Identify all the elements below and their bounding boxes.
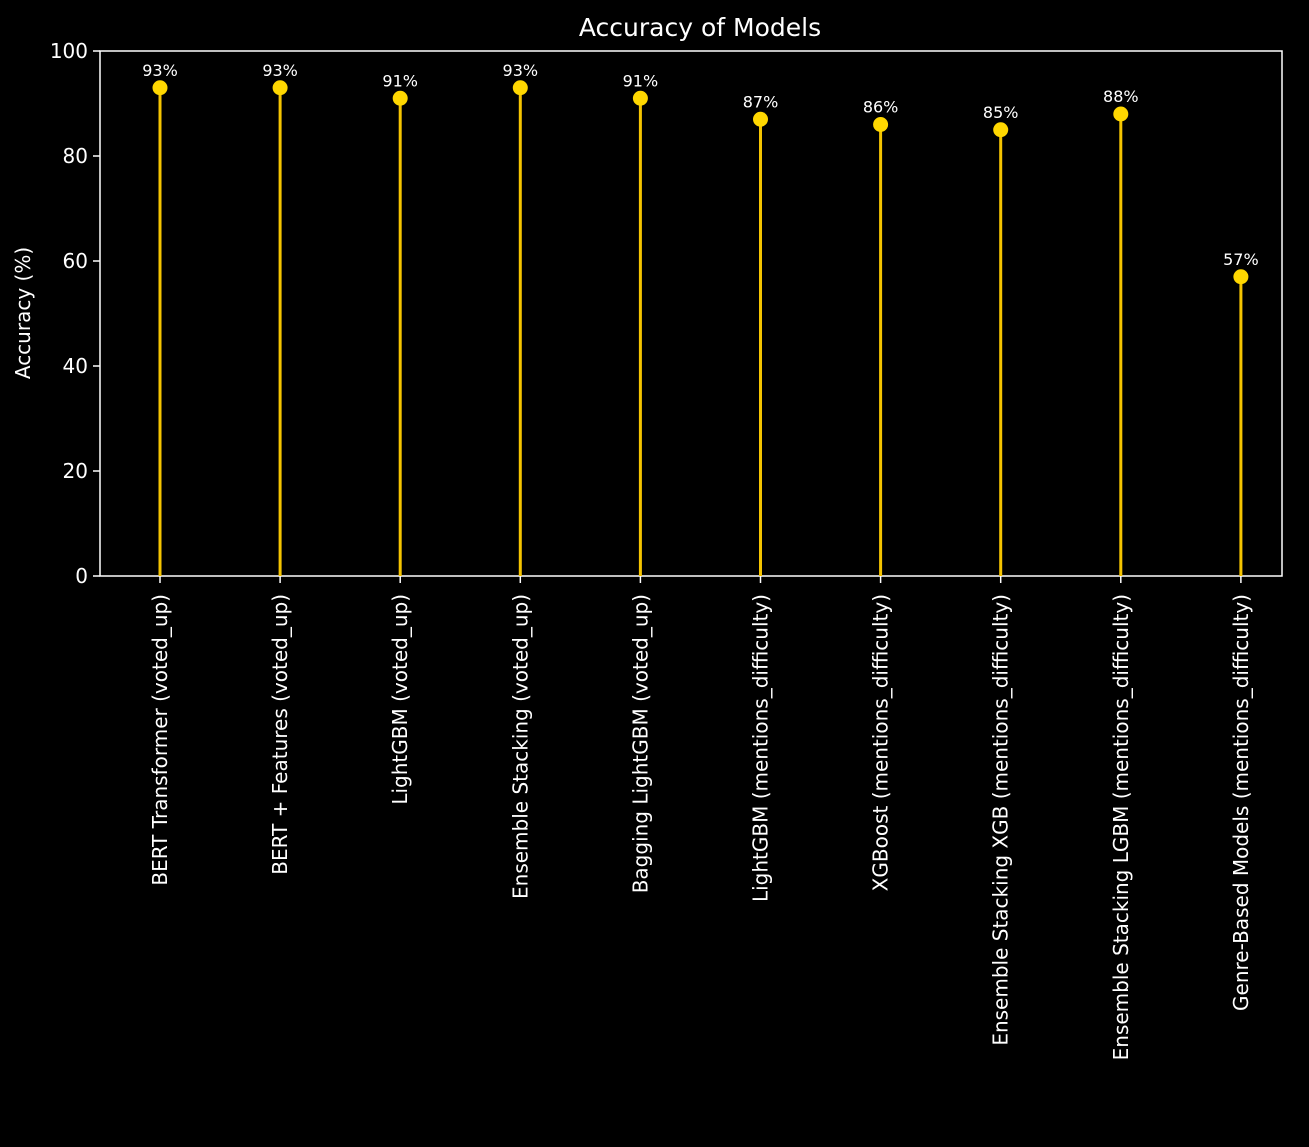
data-label: 93% xyxy=(262,61,298,80)
marker xyxy=(873,117,889,132)
marker xyxy=(392,90,408,106)
data-label: 91% xyxy=(623,71,659,90)
x-tick-label: Ensemble Stacking LGBM (mentions_difficu… xyxy=(1109,594,1133,1060)
x-tick-label: LightGBM (mentions_difficulty) xyxy=(749,594,773,902)
data-label: 93% xyxy=(503,61,539,80)
data-label: 57% xyxy=(1223,250,1259,269)
x-tick-label: LightGBM (voted_up) xyxy=(388,594,412,805)
x-tick-label: Ensemble Stacking (voted_up) xyxy=(508,594,532,899)
y-axis-label: Accuracy (%) xyxy=(11,247,35,379)
marker xyxy=(272,80,288,96)
y-tick-label: 40 xyxy=(63,354,88,378)
x-tick-label: Bagging LightGBM (voted_up) xyxy=(628,594,652,893)
x-tick-label: Ensemble Stacking XGB (mentions_difficul… xyxy=(989,594,1013,1046)
markers xyxy=(152,80,1249,285)
data-label: 85% xyxy=(983,103,1019,122)
marker xyxy=(1113,106,1129,122)
x-axis: BERT Transformer (voted_up) BERT + Featur… xyxy=(148,576,1253,1060)
marker xyxy=(993,122,1009,138)
marker xyxy=(753,111,768,127)
y-tick-label: 0 xyxy=(75,564,88,588)
x-tick-label: Genre-Based Models (mentions_difficulty) xyxy=(1229,594,1253,1011)
y-tick-label: 100 xyxy=(50,39,88,63)
data-label: 93% xyxy=(142,61,178,80)
marker xyxy=(512,80,528,96)
x-tick-label: BERT + Features (voted_up) xyxy=(268,594,292,875)
x-tick-label: XGBoost (mentions_difficulty) xyxy=(869,594,893,891)
marker xyxy=(1233,269,1249,285)
y-axis: 0 20 40 60 80 100 xyxy=(50,39,100,588)
y-tick-label: 80 xyxy=(63,144,88,168)
data-label: 88% xyxy=(1103,87,1139,106)
marker xyxy=(152,80,168,96)
stems xyxy=(158,87,1243,576)
y-tick-label: 20 xyxy=(63,459,88,483)
plot-area-frame xyxy=(99,50,1283,577)
y-tick-label: 60 xyxy=(63,249,88,273)
data-label: 91% xyxy=(382,71,418,90)
data-labels: 93% 93% 91% 93% 91% 87% 86% 85% 88% 57% xyxy=(142,61,1258,269)
data-label: 86% xyxy=(863,98,899,117)
data-label: 87% xyxy=(743,92,779,111)
marker xyxy=(632,90,648,106)
x-tick-label: BERT Transformer (voted_up) xyxy=(148,594,172,886)
chart-title: Accuracy of Models xyxy=(579,13,821,42)
